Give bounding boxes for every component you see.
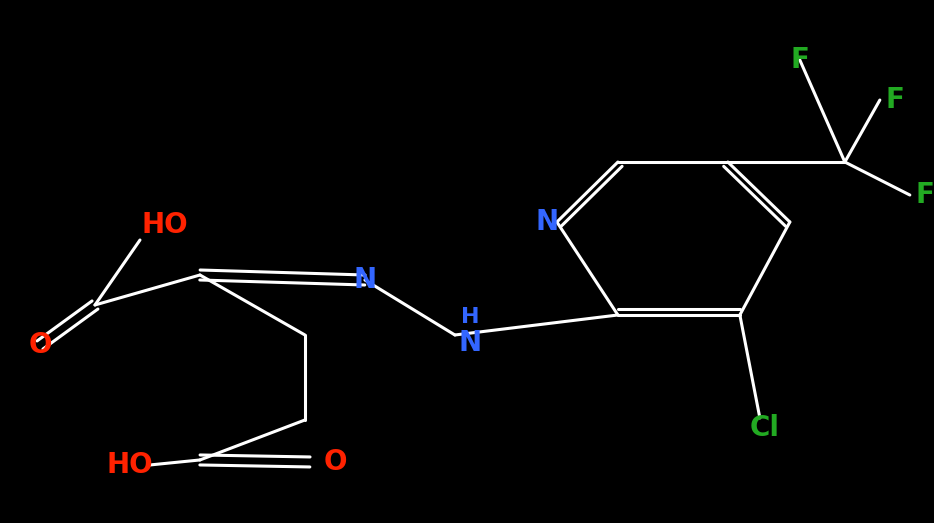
Text: N: N bbox=[353, 266, 376, 294]
Text: Cl: Cl bbox=[750, 414, 780, 442]
Text: F: F bbox=[915, 181, 934, 209]
Text: N: N bbox=[459, 329, 481, 357]
Text: O: O bbox=[323, 448, 347, 476]
Text: F: F bbox=[885, 86, 904, 114]
Text: H: H bbox=[460, 307, 479, 327]
Text: N: N bbox=[535, 208, 559, 236]
Text: HO: HO bbox=[106, 451, 153, 479]
Text: F: F bbox=[790, 46, 809, 74]
Text: HO: HO bbox=[142, 211, 189, 239]
Text: O: O bbox=[28, 331, 51, 359]
